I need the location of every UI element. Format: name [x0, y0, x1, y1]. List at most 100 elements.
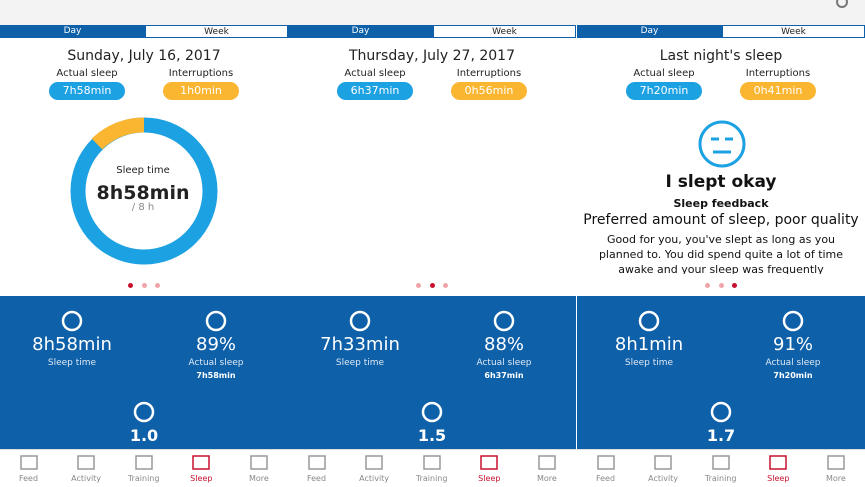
interruptions-value: 0h41min — [740, 82, 816, 100]
nav-icon — [250, 455, 268, 470]
nav-label: Activity — [359, 474, 390, 483]
stat-detail: 7h20min — [773, 371, 813, 380]
nav-item[interactable]: Feed — [577, 450, 634, 483]
actual-sleep-label: Actual sleep — [56, 68, 118, 79]
nav-item[interactable]: Activity — [635, 450, 692, 483]
donut — [70, 117, 218, 265]
face — [698, 120, 746, 168]
settings-icon[interactable] — [834, 0, 850, 10]
page-dot — [416, 283, 421, 288]
feedback-text: Good for you, you've slept as long as yo… — [598, 233, 844, 274]
stat-value: 91% — [772, 334, 814, 355]
week-tab[interactable]: Week — [433, 25, 576, 38]
icon-shape — [710, 401, 732, 423]
stat-value: 8h58min — [32, 334, 112, 355]
nav-item[interactable]: Feed — [0, 450, 57, 483]
nav-item[interactable]: Sleep — [173, 450, 230, 483]
nav-item[interactable]: Activity — [346, 450, 403, 483]
nav-item[interactable]: Training — [403, 450, 460, 483]
page-dot — [128, 283, 133, 288]
nav-icon — [19, 455, 38, 470]
page-dot — [430, 283, 435, 288]
stat-value: 1.5 — [417, 426, 447, 445]
top-bar — [0, 0, 865, 25]
icon-shape — [349, 310, 371, 332]
page-dot — [142, 283, 147, 288]
nav-item[interactable]: Training — [692, 450, 749, 483]
nav-label: Sleep — [190, 474, 213, 483]
nav-item[interactable]: Activity — [58, 450, 115, 483]
interruptions-label: Interruptions — [456, 68, 522, 79]
bottom-nav: Feed Activity Training Sleep More — [577, 449, 865, 487]
stat-value: 7h33min — [320, 334, 400, 355]
nav-icon — [77, 455, 95, 470]
nav-icon — [365, 455, 383, 470]
icon-shape — [133, 401, 155, 423]
stats-area: 8h58min Sleep time 89% Actual sleep 7h58min 1… — [0, 296, 288, 449]
nav-item[interactable]: Feed — [288, 450, 345, 483]
donut-goal: / 8 h — [131, 202, 155, 213]
stat-icon — [421, 401, 443, 423]
nav-item[interactable]: Sleep — [750, 450, 807, 483]
nav-label: Feed — [306, 474, 327, 483]
icon-shape — [538, 455, 556, 470]
page-dot — [443, 283, 448, 288]
interruptions-value: 1h0min — [163, 82, 239, 100]
week-tab[interactable]: Week — [722, 25, 865, 38]
nav-item[interactable]: More — [518, 450, 575, 483]
icon-shape — [365, 455, 383, 470]
stat-label: Sleep time — [335, 358, 385, 368]
donut-value: 8h58min — [96, 182, 190, 204]
nav-label: Training — [415, 474, 448, 483]
panel-title: Last night's sleep — [659, 48, 783, 64]
stat-value: 88% — [483, 334, 525, 355]
nav-label: Sleep — [767, 474, 790, 483]
week-tab[interactable]: Week — [145, 25, 288, 38]
icon-shape — [192, 455, 211, 470]
nav-icon — [422, 455, 441, 470]
stat-icon — [493, 310, 515, 332]
icon-shape — [596, 455, 615, 470]
stat-value: 89% — [195, 334, 237, 355]
panel: Day Week Thursday, July 27, 2017 Actual sle… — [288, 25, 576, 487]
icon-shape — [654, 455, 672, 470]
page-dot — [155, 283, 160, 288]
day-tab[interactable]: Day — [0, 25, 145, 38]
icon-shape — [61, 310, 83, 332]
stat-value: 1.7 — [706, 426, 736, 445]
nav-icon — [480, 455, 499, 470]
nav-item[interactable]: More — [807, 450, 864, 483]
stat-label: Actual sleep — [765, 358, 821, 368]
nav-icon — [596, 455, 615, 470]
nav-icon — [654, 455, 672, 470]
nav-label: Feed — [595, 474, 616, 483]
icon-shape — [77, 455, 95, 470]
nav-item[interactable]: More — [230, 450, 287, 483]
nav-icon — [307, 455, 326, 470]
stat-label: Actual sleep — [188, 358, 244, 368]
bottom-nav: Feed Activity Training Sleep More — [288, 449, 576, 487]
stat-value: 8h1min — [614, 334, 684, 355]
nav-icon — [827, 455, 845, 470]
page-dot — [732, 283, 737, 288]
icon-shape — [782, 310, 804, 332]
nav-label: Activity — [648, 474, 679, 483]
interruptions-label: Interruptions — [168, 68, 234, 79]
nav-item[interactable]: Training — [115, 450, 172, 483]
nav-item[interactable]: Sleep — [461, 450, 518, 483]
stat-icon — [782, 310, 804, 332]
day-tab[interactable]: Day — [577, 25, 722, 38]
stat-detail: 6h37min — [484, 371, 524, 380]
page-dot — [705, 283, 710, 288]
icon-shape — [638, 310, 660, 332]
interruptions-value: 0h56min — [451, 82, 527, 100]
feedback-face — [698, 120, 746, 168]
nav-label: More — [536, 474, 557, 483]
stat-icon — [349, 310, 371, 332]
nav-label: More — [248, 474, 269, 483]
nav-label: Feed — [18, 474, 39, 483]
day-tab[interactable]: Day — [288, 25, 433, 38]
panel-title: Thursday, July 27, 2017 — [349, 48, 515, 64]
icon-shape — [480, 455, 499, 470]
nav-icon — [711, 455, 730, 470]
